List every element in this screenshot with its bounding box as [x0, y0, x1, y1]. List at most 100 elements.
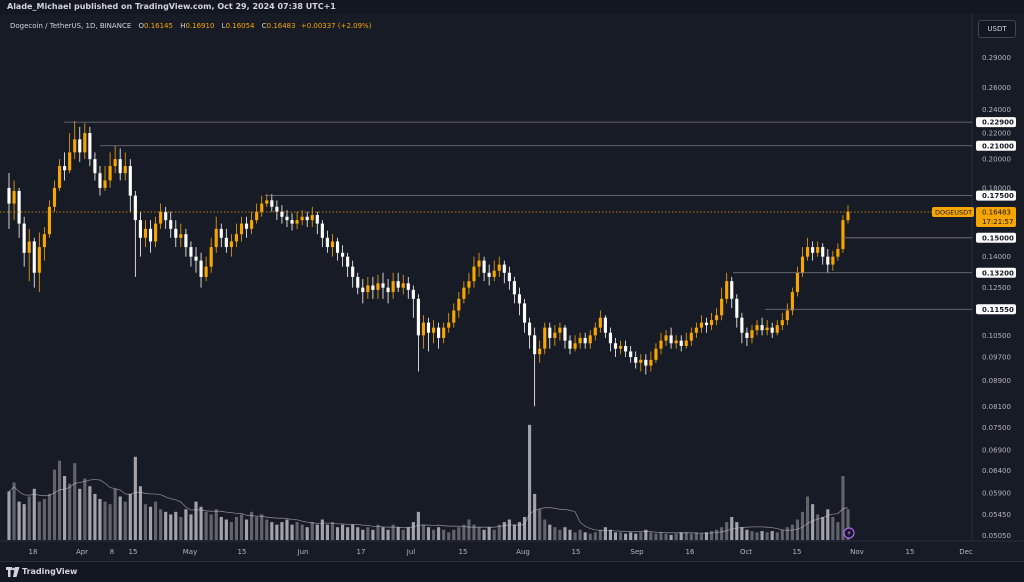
y-tick-label: 0.08900: [982, 377, 1011, 385]
volume-bar: [684, 532, 688, 540]
volume-bar: [7, 491, 11, 540]
candle-body: [462, 287, 466, 299]
volume-bar: [846, 509, 850, 540]
volume-bar: [800, 511, 805, 540]
tradingview-brand[interactable]: TradingView: [22, 567, 78, 576]
level-price-label: 0.17500: [982, 192, 1014, 200]
volume-bar: [27, 496, 31, 540]
volume-bar: [472, 524, 476, 540]
volume-bar: [98, 499, 102, 540]
volume-bar: [229, 522, 233, 540]
volume-bar: [487, 527, 491, 540]
volume-bar: [280, 522, 284, 540]
candle-body: [644, 359, 648, 366]
volume-bar: [265, 519, 269, 540]
volume-bar: [785, 527, 789, 540]
candle-body: [649, 359, 653, 366]
candle-body: [244, 223, 249, 229]
level-price-tag: [976, 304, 1016, 315]
volume-bar: [128, 493, 132, 540]
candle-body: [265, 200, 269, 204]
candle-body: [426, 322, 431, 333]
volume-bar: [219, 516, 223, 540]
candle-body: [174, 228, 178, 238]
x-tick-label: 15: [572, 548, 581, 556]
candle-body: [634, 357, 638, 363]
x-tick-label: 15: [238, 548, 247, 556]
volume-bar: [12, 482, 16, 540]
level-price-label: 0.21000: [982, 142, 1014, 150]
candle-body: [790, 292, 794, 311]
y-tick-label: 0.05900: [982, 489, 1011, 497]
volume-bar: [154, 501, 158, 540]
candle-body: [755, 325, 759, 331]
y-tick-label: 0.06900: [982, 447, 1011, 455]
current-price-label: 0.16483: [982, 209, 1011, 217]
volume-bar: [457, 527, 461, 540]
volume-bar: [214, 509, 218, 540]
candle-body: [255, 211, 259, 221]
volume-bar: [533, 493, 537, 540]
volume-bar: [548, 524, 552, 540]
candle-body: [179, 234, 183, 238]
candle-body: [639, 359, 643, 363]
volume-bar: [366, 527, 370, 540]
volume-bar: [63, 476, 67, 540]
lightning-glyph: [847, 530, 851, 536]
volume-bar: [780, 529, 784, 540]
candle-body: [280, 211, 284, 217]
volume-bar: [386, 529, 390, 540]
volume-bar: [735, 522, 739, 540]
volume-bar: [103, 501, 107, 540]
candle-body: [88, 133, 92, 160]
volume-bar: [497, 524, 501, 540]
candle-body: [234, 234, 239, 242]
y-tick-label: 0.24000: [982, 106, 1011, 114]
candle-body: [608, 332, 613, 344]
volume-bar: [831, 516, 835, 540]
candle-body: [143, 228, 148, 238]
price-chart[interactable]: 0.320000.290000.260000.240000.220000.200…: [0, 14, 1024, 561]
y-tick-label: 0.20000: [982, 156, 1011, 164]
candle-body: [123, 166, 127, 174]
candle-body: [826, 256, 830, 265]
candle-body: [335, 241, 340, 253]
volume-bar: [593, 532, 597, 540]
chart-pane[interactable]: 0.320000.290000.260000.240000.220000.200…: [0, 14, 1024, 561]
candle-body: [204, 266, 208, 277]
candle-body: [361, 287, 365, 293]
volume-bar: [805, 496, 810, 540]
y-tick-label: 0.08100: [982, 403, 1011, 411]
y-tick-label: 0.22000: [982, 130, 1011, 138]
currency-button[interactable]: USDT: [978, 20, 1016, 38]
volume-bar: [52, 469, 57, 540]
volume-bar: [179, 516, 183, 540]
close-value: 0.16483: [266, 22, 296, 30]
candle-body: [613, 343, 618, 349]
volume-bar: [88, 486, 92, 540]
volume-bar: [624, 533, 628, 540]
candle-body: [305, 216, 309, 221]
candle-body: [270, 200, 274, 207]
candle-body: [447, 322, 451, 328]
volume-bar: [356, 527, 360, 540]
volume-bar: [730, 516, 734, 540]
candle-body: [52, 187, 57, 207]
candle-body: [47, 206, 52, 235]
y-tick-label: 0.06400: [982, 467, 1011, 475]
volume-bar: [381, 527, 385, 540]
candle-body: [391, 281, 395, 293]
volume-bar: [17, 501, 21, 540]
candle-body: [37, 247, 41, 273]
candle-body: [214, 228, 218, 248]
candle-body: [760, 325, 764, 331]
volume-bar: [608, 529, 613, 540]
volume-bar: [745, 529, 749, 540]
volume-bar: [644, 529, 648, 540]
volume-bar: [553, 527, 557, 540]
candle-body: [477, 260, 481, 267]
volume-bar: [689, 533, 693, 540]
candle-body: [816, 247, 820, 253]
tradingview-logo-icon[interactable]: [6, 567, 20, 577]
candle-body: [351, 266, 355, 277]
